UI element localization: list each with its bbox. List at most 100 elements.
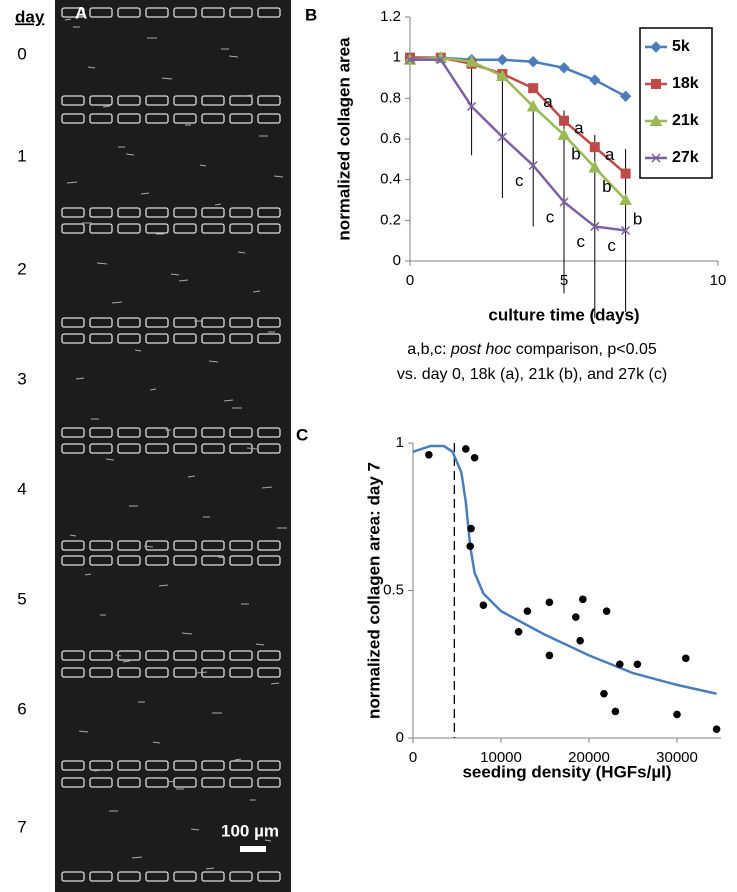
cell xyxy=(161,77,173,80)
channel-post xyxy=(257,760,281,771)
channel-post xyxy=(201,223,225,234)
channel-post xyxy=(173,427,197,438)
channel-post xyxy=(173,871,197,882)
y-axis-title: normalized collagen area xyxy=(334,37,353,241)
channel-post xyxy=(201,113,225,124)
channel-post xyxy=(145,871,169,882)
y-tick-label: 0.4 xyxy=(380,171,401,188)
data-point xyxy=(436,55,446,65)
channel-post xyxy=(257,7,281,18)
cell xyxy=(246,447,258,450)
channel-post xyxy=(145,95,169,106)
channel-post xyxy=(145,650,169,661)
data-point xyxy=(589,74,601,86)
channel-post xyxy=(201,555,225,566)
legend-marker xyxy=(650,41,662,53)
day-header: day xyxy=(15,7,45,26)
channel-post xyxy=(145,427,169,438)
data-point xyxy=(682,654,690,663)
cell xyxy=(134,349,142,352)
cell xyxy=(152,741,161,744)
note: a,b,c: post hoc comparison, p<0.05 xyxy=(407,341,657,358)
data-point xyxy=(467,524,475,533)
channel-post xyxy=(229,333,253,344)
channel-post xyxy=(173,443,197,454)
legend-marker xyxy=(649,114,663,126)
channel-post xyxy=(229,667,253,678)
day-label: 0 xyxy=(17,44,26,63)
channel-post xyxy=(61,427,85,438)
channel-post xyxy=(89,540,113,551)
channel-post xyxy=(145,317,169,328)
x-tick-label: 20000 xyxy=(568,749,610,766)
data-point xyxy=(496,53,509,66)
channel-post xyxy=(201,427,225,438)
cell xyxy=(131,856,143,859)
panel-label: A xyxy=(75,3,87,22)
day-label: 6 xyxy=(17,699,26,718)
y-axis-title: normalized collagen area: day 7 xyxy=(364,462,383,719)
channel-post xyxy=(257,427,281,438)
channel-post xyxy=(229,317,253,328)
cell xyxy=(270,682,280,685)
channel-post xyxy=(61,113,85,124)
cell xyxy=(102,105,111,108)
cell xyxy=(105,458,115,461)
channel-post xyxy=(117,223,141,234)
cell xyxy=(187,475,196,478)
channel-post xyxy=(257,555,281,566)
cell xyxy=(223,399,234,402)
data-point xyxy=(590,221,600,231)
channel-post xyxy=(229,777,253,788)
legend-marker xyxy=(651,79,661,89)
data-point xyxy=(589,142,600,153)
channel-post xyxy=(257,333,281,344)
series-line xyxy=(410,56,627,175)
y-tick-label: 0 xyxy=(393,252,401,269)
data-point xyxy=(572,613,580,621)
x-axis-title: seeding density (HGFs/µl) xyxy=(462,762,671,781)
data-point xyxy=(465,55,478,67)
channel-post xyxy=(229,95,253,106)
channel-post xyxy=(201,650,225,661)
channel-post xyxy=(145,667,169,678)
day-label: 7 xyxy=(17,817,26,836)
channel-post xyxy=(229,427,253,438)
scale-bar-label: 100 µm xyxy=(221,821,279,840)
channel-post xyxy=(61,650,85,661)
channel-post xyxy=(145,207,169,218)
data-point xyxy=(712,725,721,733)
y-tick-label: 0.6 xyxy=(380,130,401,147)
channel-post xyxy=(61,667,85,678)
channel-post xyxy=(89,113,113,124)
channel-post xyxy=(229,540,253,551)
cell xyxy=(181,632,193,635)
cell xyxy=(170,273,180,276)
cell xyxy=(75,377,85,380)
data-point xyxy=(528,83,539,94)
data-point xyxy=(616,660,624,669)
channel-post xyxy=(201,777,225,788)
channel-post xyxy=(89,871,113,882)
cell xyxy=(78,730,89,733)
cell xyxy=(205,867,215,870)
data-point xyxy=(619,90,632,103)
data-point xyxy=(602,607,611,615)
channel-post xyxy=(117,317,141,328)
data-point xyxy=(620,168,631,179)
cell xyxy=(228,55,239,58)
cell xyxy=(143,545,154,548)
channel-post xyxy=(229,207,253,218)
channel-post xyxy=(257,443,281,454)
x-axis-title: culture time (days) xyxy=(488,305,639,324)
channel-post xyxy=(201,443,225,454)
channel-post xyxy=(173,207,197,218)
channel-post xyxy=(117,667,141,678)
data-point xyxy=(526,99,540,112)
data-point xyxy=(462,445,470,453)
cell xyxy=(234,758,242,761)
cell xyxy=(252,290,261,293)
cell xyxy=(255,643,265,646)
channel-post xyxy=(173,777,197,788)
